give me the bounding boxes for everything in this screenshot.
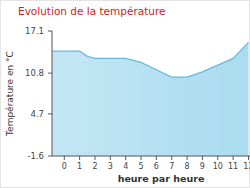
x-tick-label: 2 <box>92 162 97 171</box>
background <box>1 1 250 188</box>
y-tick-label: 10.8 <box>25 68 44 78</box>
x-tick-label: 12 <box>243 162 250 171</box>
x-tick <box>64 156 65 160</box>
x-tick-label: 9 <box>200 162 205 171</box>
y-tick-label: 4.7 <box>30 109 44 119</box>
y-tick-label: 17.1 <box>25 26 44 36</box>
x-tick-label: 3 <box>108 162 113 171</box>
x-tick <box>187 156 188 160</box>
x-tick-label: 8 <box>185 162 190 171</box>
y-tick <box>48 31 52 32</box>
x-tick <box>248 156 249 160</box>
x-tick <box>217 156 218 160</box>
x-tick <box>156 156 157 160</box>
area <box>52 42 248 156</box>
y-axis-label: Température en °C <box>5 51 15 137</box>
x-tick-label: 1 <box>77 162 82 171</box>
y-axis <box>52 31 53 156</box>
y-tick-label: -1.6 <box>27 151 44 161</box>
y-tick <box>48 73 52 74</box>
title: Evolution de la température <box>18 5 165 17</box>
plot <box>52 42 248 156</box>
line <box>52 42 248 77</box>
x-tick-label: 10 <box>213 162 223 171</box>
x-tick-label: 4 <box>123 162 128 171</box>
x-tick-label: 6 <box>154 162 159 171</box>
x-tick <box>233 156 234 160</box>
x-tick <box>79 156 80 160</box>
y-tick <box>48 113 52 114</box>
x-tick-label: 0 <box>62 162 67 171</box>
x-tick <box>125 156 126 160</box>
x-tick <box>94 156 95 160</box>
x-tick <box>171 156 172 160</box>
x-axis <box>52 156 250 157</box>
chart: Evolution de la température Température e… <box>0 0 250 188</box>
y-tick <box>48 156 52 157</box>
x-tick <box>141 156 142 160</box>
x-tick-label: 11 <box>228 162 238 171</box>
x-tick-label: 7 <box>169 162 174 171</box>
x-tick-label: 5 <box>138 162 143 171</box>
x-tick <box>110 156 111 160</box>
x-tick <box>202 156 203 160</box>
x-axis-label: heure par heure <box>118 173 205 184</box>
